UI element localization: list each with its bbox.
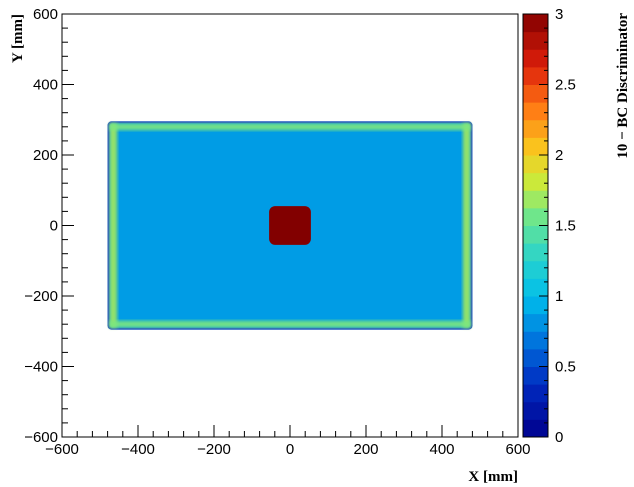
y-tick-label: 600 — [33, 6, 58, 23]
y-tick-label: 200 — [33, 147, 58, 164]
colorbar-bin — [523, 331, 548, 350]
colorbar-bin — [523, 49, 548, 68]
x-tick-label: −200 — [197, 441, 231, 458]
colorbar-bin — [523, 102, 548, 121]
colorbar-bin — [523, 190, 548, 209]
colorbar-bin — [523, 172, 548, 191]
y-axis-title: Y [mm] — [10, 14, 26, 63]
y-tick-label: 400 — [33, 77, 58, 94]
x-tick-label: −400 — [121, 441, 155, 458]
colorbar-bin — [523, 155, 548, 174]
heatmap-region-bottom-edge-band — [109, 320, 471, 328]
colorbar-bin — [523, 31, 548, 50]
colorbar-tick-label: 2 — [555, 147, 563, 164]
colorbar-bin — [523, 137, 548, 156]
colorbar-tick-label: 0 — [555, 429, 563, 446]
colorbar-bin — [523, 313, 548, 332]
colorbar-title: 10 − BC Discriminator — [615, 13, 631, 159]
y-tick-label: −400 — [24, 359, 58, 376]
colorbar-bin — [523, 401, 548, 420]
heatmap-region-left-edge-band — [109, 123, 118, 328]
x-tick-label: −600 — [45, 441, 79, 458]
colorbar-tick-label: 1 — [555, 288, 563, 305]
colorbar-tick-label: 0.5 — [555, 359, 576, 376]
y-tick-label: 0 — [50, 218, 58, 235]
x-tick-label: 400 — [429, 441, 454, 458]
colorbar-bin — [523, 243, 548, 262]
colorbar-bin — [523, 207, 548, 226]
heatmap-region-top-edge-band — [109, 123, 471, 131]
colorbar-bin — [523, 66, 548, 85]
x-axis: −600 −400 −200 0 200 400 600 — [45, 425, 531, 458]
colorbar-tick-label: 3 — [555, 6, 563, 23]
y-tick-label: −600 — [24, 429, 58, 446]
x-axis-title: X [mm] — [468, 469, 518, 485]
x-tick-label: 200 — [353, 441, 378, 458]
colorbar-bin — [523, 384, 548, 403]
heatmap-regions — [107, 121, 473, 330]
colorbar-bin — [523, 278, 548, 297]
colorbar-bin — [523, 119, 548, 138]
colorbar-bin — [523, 225, 548, 244]
x-tick-label: 600 — [505, 441, 530, 458]
colorbar-bin — [523, 14, 548, 33]
colorbar-bin — [523, 84, 548, 103]
heatmap-region-central-block — [269, 206, 311, 245]
colorbar-bin — [523, 348, 548, 367]
colorbar-tick-label: 2.5 — [555, 77, 576, 94]
y-axis: −600 −400 −200 0 200 400 600 — [24, 6, 74, 446]
colorbar: 0 0.5 1 1.5 2 2.5 3 — [522, 6, 576, 446]
heatmap-region-right-edge-band — [462, 123, 471, 328]
colorbar-bin — [523, 260, 548, 279]
y-tick-label: −200 — [24, 288, 58, 305]
colorbar-tick-label: 1.5 — [555, 218, 576, 235]
colorbar-bin — [523, 419, 548, 438]
x-tick-label: 0 — [286, 441, 294, 458]
colorbar-bin — [523, 366, 548, 385]
colorbar-bin — [523, 296, 548, 315]
